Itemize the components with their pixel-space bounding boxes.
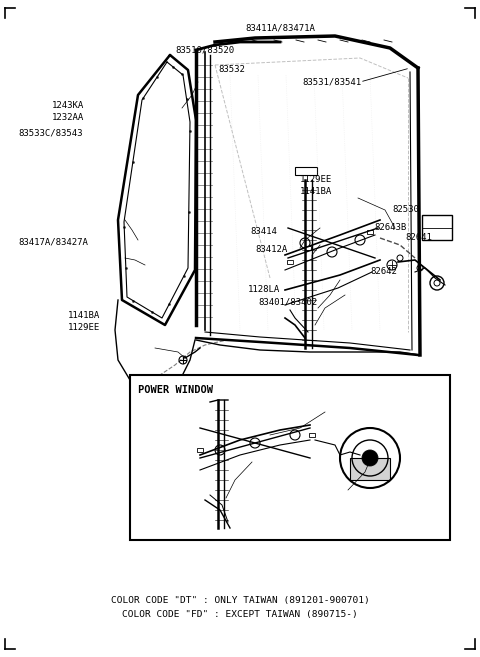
Text: COLOR CODE "DT" : ONLY TAIWAN (891201-900701): COLOR CODE "DT" : ONLY TAIWAN (891201-90… [110,595,370,604]
Bar [130,375,450,540]
Text: 98810B/98820B: 98810B/98820B [310,486,380,495]
Text: 83401/83402: 83401/83402 [258,298,317,307]
Bar [305,246,311,250]
Bar [197,448,203,452]
Bar [309,433,315,437]
Text: 83412A: 83412A [255,246,287,254]
Text: 1129EE: 1129EE [68,323,100,332]
Circle shape [362,450,378,466]
Text: 83411A/83471A: 83411A/83471A [245,24,315,32]
Bar [367,230,373,234]
Text: 82530: 82530 [392,206,419,214]
Text: 1141BA: 1141BA [300,187,332,196]
Text: 1243KA: 1243KA [52,101,84,110]
Text: 83403/83404: 83403/83404 [308,394,367,403]
Text: 1128LA: 1128LA [248,286,280,294]
Text: 1129EE: 1129EE [300,175,332,185]
Text: COLOR CODE "FD" : EXCEPT TAIWAN (890715-): COLOR CODE "FD" : EXCEPT TAIWAN (890715-… [122,610,358,620]
Text: 83532: 83532 [218,66,245,74]
Bar [287,260,293,264]
Text: 1141BA: 1141BA [68,311,100,319]
Text: 82643B: 82643B [374,223,406,233]
Bar [350,458,390,480]
Text: 82642: 82642 [370,267,397,277]
Text: 83531/83541: 83531/83541 [302,78,361,87]
Text: 83533C/83543: 83533C/83543 [18,129,83,137]
Bar [295,167,317,175]
Text: 83510/83520: 83510/83520 [175,45,234,55]
Text: POWER WINDOW: POWER WINDOW [138,385,213,395]
Bar [422,215,452,240]
Text: 1231FC: 1231FC [235,447,267,457]
Text: 83414: 83414 [250,227,277,237]
Text: 82641: 82641 [405,233,432,242]
Text: 83417A/83427A: 83417A/83427A [18,237,88,246]
Text: 1232AA: 1232AA [52,112,84,122]
